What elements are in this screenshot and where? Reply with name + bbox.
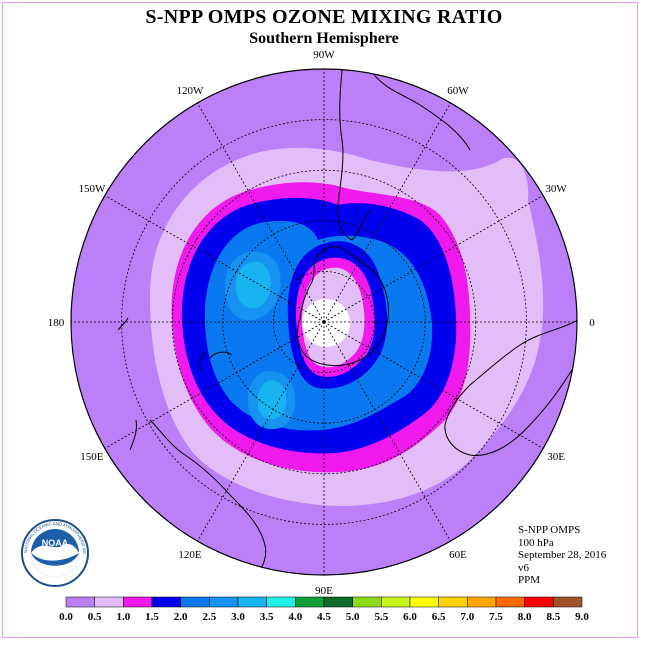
legend-tick-label: 1.5 [145, 611, 159, 623]
legend-swatch [209, 596, 239, 608]
legend-tick-label: 8.0 [518, 611, 532, 623]
info-level: 100 hPa [518, 536, 554, 549]
latitude-circle [272, 270, 375, 373]
longitude-labels: 0 30E 60E 90E 120E 150E 180 150W 120W 90W 60W 30W [48, 49, 596, 597]
coastlines [117, 69, 577, 575]
info-block: S-NPP OMPS 100 hPa September 28, 2016 v6… [518, 524, 606, 587]
longitude-label: 90W [313, 49, 335, 61]
legend-swatch [467, 596, 497, 608]
longitude-label: 0 [589, 317, 595, 329]
graticule [71, 69, 577, 575]
longitude-label: 90E [315, 585, 333, 597]
legend-swatch [151, 596, 181, 608]
latitude-circle [222, 220, 426, 424]
legend-swatch [237, 596, 267, 608]
legend-tick-label: 9.0 [575, 611, 589, 623]
legend-tick-label: 6.0 [403, 611, 417, 623]
legend-tick-label: 5.0 [346, 611, 360, 623]
info-version: v6 [518, 561, 529, 574]
legend-swatch [180, 596, 210, 608]
legend-tick-label: 2.0 [174, 611, 188, 623]
contour-3.0-3.5-west [235, 261, 271, 309]
info-date: September 28, 2016 [518, 549, 607, 561]
logo-text: NOAA [42, 538, 69, 548]
legend-tick-label: 0.0 [59, 611, 73, 623]
ozone-field [71, 69, 577, 575]
legend-tick-label: 5.5 [374, 611, 388, 623]
legend-swatch [323, 596, 353, 608]
legend-swatch [266, 596, 296, 608]
legend-swatch [438, 596, 468, 608]
legend-tick-label: 7.5 [489, 611, 503, 623]
legend-swatch [381, 596, 411, 608]
map-border [70, 68, 578, 576]
map-title: S-NPP OMPS OZONE MIXING RATIO [145, 6, 503, 28]
legend-tick-label: 8.5 [546, 611, 560, 623]
legend-swatch [409, 596, 439, 608]
logo-ring-text: NATIONAL OCEANIC AND ATMOSPHERIC ADMINIS… [0, 0, 87, 554]
svg-text:NATIONAL OCEANIC AND ATMOSPHER: NATIONAL OCEANIC AND ATMOSPHERIC ADMINIS… [0, 0, 87, 554]
longitude-label: 30E [547, 451, 565, 463]
legend-swatch [65, 596, 95, 608]
legend-tick-label: 4.0 [288, 611, 302, 623]
figure-frame [2, 2, 638, 638]
legend-swatch [123, 596, 153, 608]
polar-cap [302, 299, 350, 347]
info-units: PPM [518, 574, 541, 586]
latitude-circle [121, 119, 527, 525]
legend-tick-label: 3.5 [260, 611, 274, 623]
legend-swatch [495, 596, 525, 608]
legend-swatch [524, 596, 554, 608]
map-subtitle: Southern Hemisphere [249, 30, 399, 47]
legend-swatch [94, 596, 124, 608]
legend-swatch [352, 596, 382, 608]
color-legend: 0.0 0.5 1.0 1.5 2.0 2.5 3.0 3.5 4.0 4.5 5.0 5.5 6.0 6… [59, 596, 589, 623]
latitude-circle [171, 169, 477, 475]
legend-tick-label: 6.5 [432, 611, 446, 623]
longitude-label: 120W [177, 85, 205, 97]
longitude-label: 60W [447, 85, 469, 97]
legend-tick-label: 4.5 [317, 611, 331, 623]
legend-tick-label: 3.0 [231, 611, 245, 623]
longitude-label: 180 [48, 317, 65, 329]
legend-tick-label: 7.0 [460, 611, 474, 623]
info-instrument: S-NPP OMPS [518, 524, 581, 536]
legend-swatch [295, 596, 325, 608]
longitude-label: 60E [449, 549, 467, 561]
longitude-label: 120E [178, 549, 202, 561]
legend-tick-label: 1.0 [116, 611, 130, 623]
legend-swatch [553, 596, 583, 608]
longitude-label: 30W [545, 183, 567, 195]
legend-tick-label: 0.5 [88, 611, 102, 623]
longitude-label: 150W [78, 183, 106, 195]
longitude-label: 150E [80, 451, 104, 463]
legend-tick-label: 2.5 [202, 611, 216, 623]
contour-3.0-3.5-east [257, 380, 287, 420]
